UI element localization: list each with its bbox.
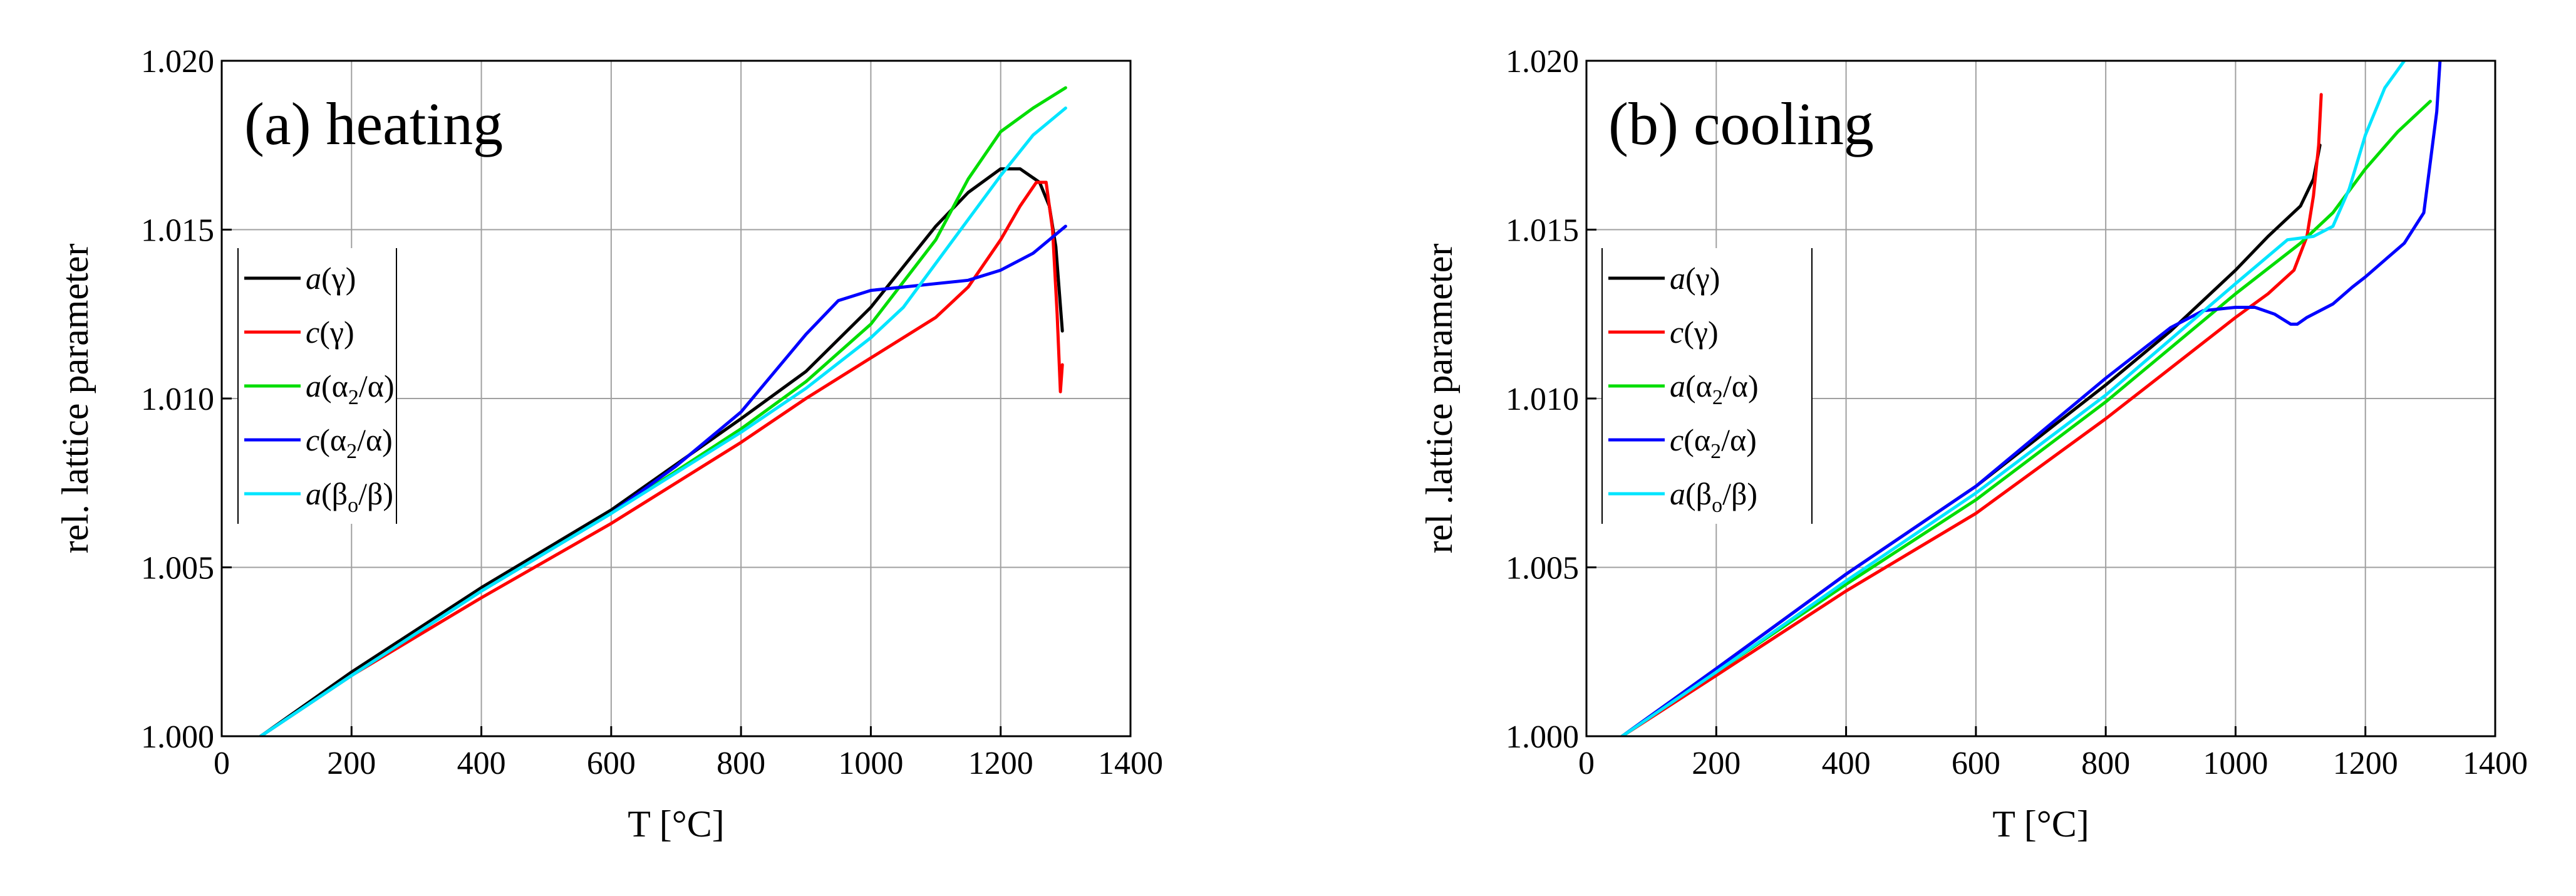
x-axis-title: T [°C] [1992,803,2089,845]
legend-label-a_beta: a(βo/β) [1670,476,1757,517]
y-tick-label: 1.010 [1506,382,1579,417]
x-tick-label: 400 [457,746,506,781]
panel-title: (b) cooling [1608,90,1874,157]
panel-title: (a) heating [244,90,503,157]
x-tick-label: 800 [716,746,765,781]
x-tick-label: 1200 [2333,746,2398,781]
y-tick-label: 1.020 [141,44,214,80]
y-tick-label: 1.005 [1506,551,1579,586]
legend-label-a_beta: a(βo/β) [306,476,393,517]
x-tick-label: 1000 [838,746,903,781]
series-group [259,86,1067,736]
legend-label-a_gamma: a(γ) [306,261,356,296]
chart-cooling: 0 200 400 600 800 1000 1200 1400 1.000 1.005 1.010… [1419,44,2528,845]
series-line-a_alpha [1620,100,2432,736]
y-tick-label: 1.020 [1506,44,1579,80]
y-tick-label: 1.010 [141,382,214,417]
legend-label-a_alpha: a(α2/α) [1670,368,1759,409]
legend-label-a_gamma: a(γ) [1670,261,1720,296]
y-axis-title: rel .lattice parameter [1419,244,1460,554]
y-tick-label: 1.005 [141,551,214,586]
legend-label-c_gamma: c(γ) [306,315,354,350]
x-tick-label: 200 [327,746,376,781]
x-tick-label: 1000 [2203,746,2268,781]
x-axis-title: T [°C] [628,803,725,845]
series-line-c_alpha [1620,61,2442,736]
chart-heating: 0 200 400 600 800 1000 1200 1400 1.000 1.005 1.010… [54,44,1163,845]
x-tick-label: 0 [214,746,230,781]
series-group [1620,61,2442,736]
x-tick-label: 1400 [2463,746,2528,781]
y-tick-label: 1.000 [1506,719,1579,755]
x-tick-label: 600 [587,746,636,781]
legend: a(γ) c(γ) a(α2/α) c(α2/α) a(βo/β) [237,248,397,524]
series-line-c_gamma [1620,93,2323,736]
series-line-a_beta [1620,61,2407,736]
y-tick-label: 1.015 [1506,213,1579,249]
legend: a(γ) c(γ) a(α2/α) c(α2/α) a(βo/β) [1601,248,1813,524]
y-tick-label: 1.000 [141,719,214,755]
legend-label-a_alpha: a(α2/α) [306,368,395,409]
x-tick-label: 200 [1692,746,1741,781]
x-tick-label: 0 [1578,746,1595,781]
legend-label-c_alpha: c(α2/α) [306,422,393,463]
y-axis-title: rel. lattice parameter [54,244,96,554]
legend-label-c_gamma: c(γ) [1670,315,1719,350]
x-tick-label: 600 [1952,746,2000,781]
x-tick-label: 400 [1822,746,1871,781]
series-line-a_gamma [259,167,1064,736]
series-line-c_gamma [259,180,1064,736]
y-tick-label: 1.015 [141,213,214,249]
x-tick-label: 1400 [1098,746,1163,781]
x-tick-label: 1200 [968,746,1033,781]
legend-label-c_alpha: c(α2/α) [1670,422,1757,463]
x-tick-label: 800 [2081,746,2130,781]
series-line-a_beta [259,107,1067,736]
